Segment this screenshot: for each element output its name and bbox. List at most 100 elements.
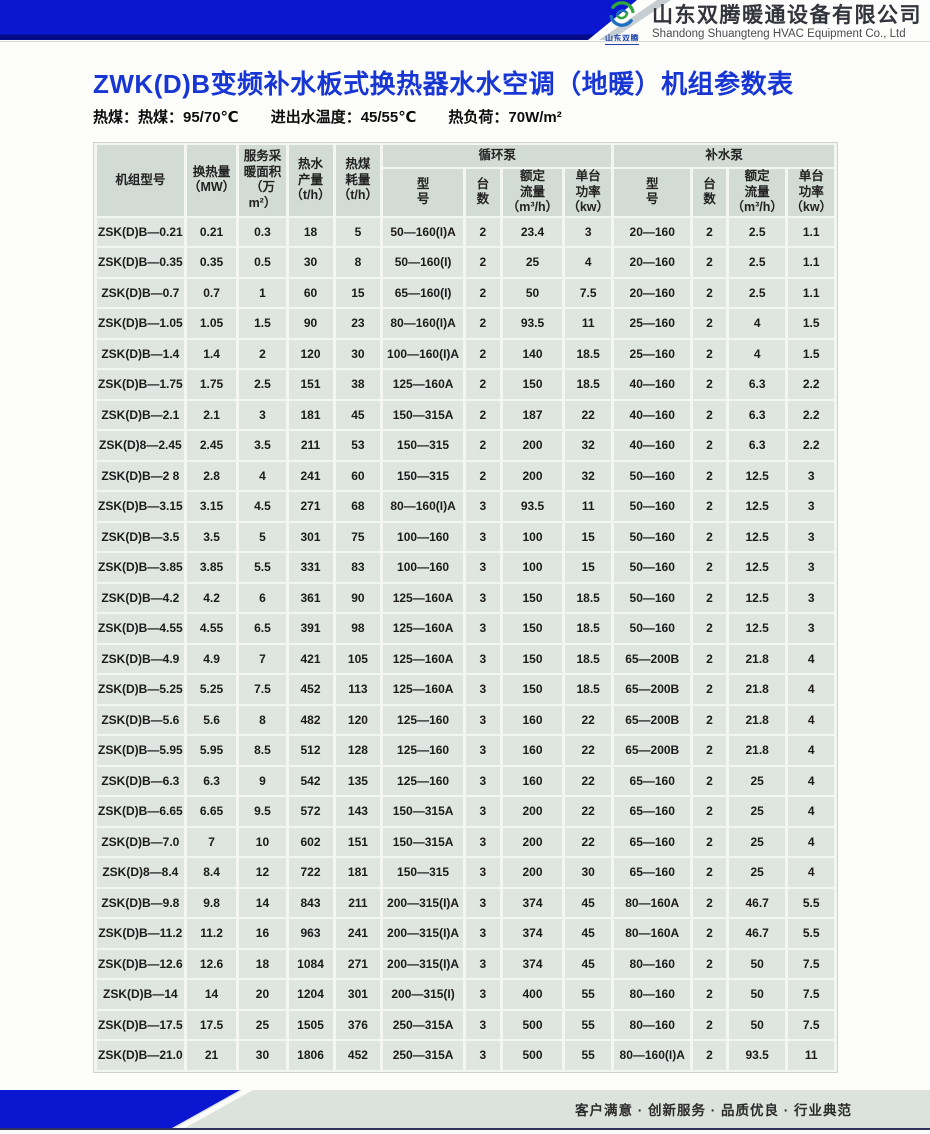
table-cell: 7 — [239, 644, 286, 674]
table-cell: 151 — [335, 827, 381, 857]
table-cell: 301 — [335, 980, 381, 1009]
table-cell: 18.5 — [565, 675, 612, 704]
table-row: ZSK(D)B—21.0 21 30 1806 452 250—315A 3 5… — [97, 1041, 834, 1070]
table-cell: 3 — [465, 644, 500, 674]
header-heat-exchange: 换热量 （MW） — [186, 145, 237, 216]
table-cell: 25—160 — [614, 309, 691, 338]
table-cell: 181 — [288, 400, 333, 430]
table-cell: 45 — [565, 888, 612, 918]
table-cell: 3 — [465, 736, 500, 765]
table-row: ZSK(D)B—5.25 5.25 7.5 452 113 125—160A 3… — [97, 675, 834, 704]
table-cell: 0.7 — [186, 278, 237, 308]
table-cell: 181 — [335, 858, 381, 887]
header-hot-water-output: 热水 产量 （t/h） — [288, 145, 333, 216]
table-cell: 50—160 — [614, 553, 691, 582]
table-cell: 6.3 — [728, 370, 786, 399]
table-cell: 93.5 — [502, 492, 563, 521]
table-cell: 3 — [465, 553, 500, 582]
table-cell: 2 — [239, 339, 286, 369]
table-cell: 843 — [288, 888, 333, 918]
header-coal-consumption: 热煤 耗量 （t/h） — [335, 145, 381, 216]
table-cell: 2 — [693, 248, 726, 277]
table-cell: 9.5 — [239, 797, 286, 826]
table-cell: 374 — [502, 949, 563, 979]
table-cell: 65—200B — [614, 675, 691, 704]
table-cell: 68 — [335, 492, 381, 521]
table-cell: 3 — [788, 583, 834, 613]
header-makeup-rated-flow: 额定 流量 （m³/h） — [728, 169, 786, 216]
table-cell: 150—315 — [383, 461, 463, 491]
table-cell: 542 — [288, 766, 333, 796]
table-cell: 2 — [693, 827, 726, 857]
table-cell: 125—160A — [383, 614, 463, 643]
page-title: ZWK(D)B变频补水板式换热器水水空调（地暖）机组参数表 — [93, 69, 794, 99]
table-row: ZSK(D)B—7.0 7 10 602 151 150—315A 3 200 … — [97, 827, 834, 857]
table-cell: 3 — [465, 888, 500, 918]
model-cell: ZSK(D)8—8.4 — [97, 858, 184, 887]
table-cell: 20 — [239, 980, 286, 1009]
table-cell: 5.95 — [186, 736, 237, 765]
table-cell: 2.8 — [186, 461, 237, 491]
table-cell: 100 — [502, 522, 563, 552]
table-cell: 2 — [693, 766, 726, 796]
table-cell: 3 — [465, 675, 500, 704]
table-cell: 6.3 — [186, 766, 237, 796]
company-name-en: Shandong Shuangteng HVAC Equipment Co., … — [652, 27, 906, 40]
table-row: ZSK(D)B—0.35 0.35 0.5 30 8 50—160(I) 2 2… — [97, 248, 834, 277]
table-cell: 2 — [693, 797, 726, 826]
table-cell: 200—315(I)A — [383, 888, 463, 918]
table-cell: 100—160 — [383, 522, 463, 552]
table-row: ZSK(D)B—5.95 5.95 8.5 512 128 125—160 3 … — [97, 736, 834, 765]
table-cell: 150 — [502, 614, 563, 643]
table-cell: 80—160A — [614, 888, 691, 918]
table-cell: 3 — [788, 614, 834, 643]
table-cell: 65—160 — [614, 766, 691, 796]
table-cell: 0.35 — [186, 248, 237, 277]
table-cell: 23.4 — [502, 217, 563, 247]
table-cell: 1.1 — [788, 248, 834, 277]
table-cell: 2 — [693, 980, 726, 1009]
table-cell: 15 — [565, 553, 612, 582]
table-cell: 120 — [335, 705, 381, 735]
header-circ-rated-flow: 额定 流量 （m³/h） — [502, 169, 563, 216]
table-cell: 1806 — [288, 1041, 333, 1070]
spec-water-temperature: 进出水温度：45/55℃ — [270, 109, 417, 126]
table-row: ZSK(D)B—2.1 2.1 3 181 45 150—315A 2 187 … — [97, 400, 834, 430]
model-cell: ZSK(D)B—9.8 — [97, 888, 184, 918]
table-cell: 90 — [335, 583, 381, 613]
table-cell: 55 — [565, 980, 612, 1009]
table-cell: 5 — [239, 522, 286, 552]
table-cell: 143 — [335, 797, 381, 826]
table-cell: 2 — [693, 1010, 726, 1040]
model-cell: ZSK(D)B—3.15 — [97, 492, 184, 521]
table-cell: 125—160A — [383, 675, 463, 704]
table-cell: 21.8 — [728, 736, 786, 765]
table-cell: 1.5 — [788, 309, 834, 338]
spec-heating-medium: 热煤：热煤：95/70℃ — [93, 109, 239, 126]
table-cell: 2 — [693, 888, 726, 918]
table-cell: 18.5 — [565, 614, 612, 643]
table-row: ZSK(D)B—3.5 3.5 5 301 75 100—160 3 100 1… — [97, 522, 834, 552]
table-cell: 3 — [239, 400, 286, 430]
table-cell: 4.9 — [186, 644, 237, 674]
banner-blue-stripe — [0, 0, 637, 40]
table-row: ZSK(D)B—6.65 6.65 9.5 572 143 150—315A 3… — [97, 797, 834, 826]
table-cell: 50 — [502, 278, 563, 308]
table-cell: 22 — [565, 827, 612, 857]
table-cell: 30 — [335, 339, 381, 369]
table-cell: 150—315A — [383, 797, 463, 826]
table-cell: 46.7 — [728, 919, 786, 948]
table-cell: 200 — [502, 431, 563, 460]
table-cell: 9 — [239, 766, 286, 796]
table-cell: 30 — [565, 858, 612, 887]
table-cell: 3 — [788, 461, 834, 491]
table-cell: 20—160 — [614, 278, 691, 308]
table-cell: 374 — [502, 919, 563, 948]
table-cell: 3.85 — [186, 553, 237, 582]
model-cell: ZSK(D)B—5.25 — [97, 675, 184, 704]
table-cell: 23 — [335, 309, 381, 338]
table-cell: 125—160 — [383, 766, 463, 796]
table-cell: 452 — [335, 1041, 381, 1070]
model-cell: ZSK(D)B—2 8 — [97, 461, 184, 491]
table-cell: 50 — [728, 980, 786, 1009]
